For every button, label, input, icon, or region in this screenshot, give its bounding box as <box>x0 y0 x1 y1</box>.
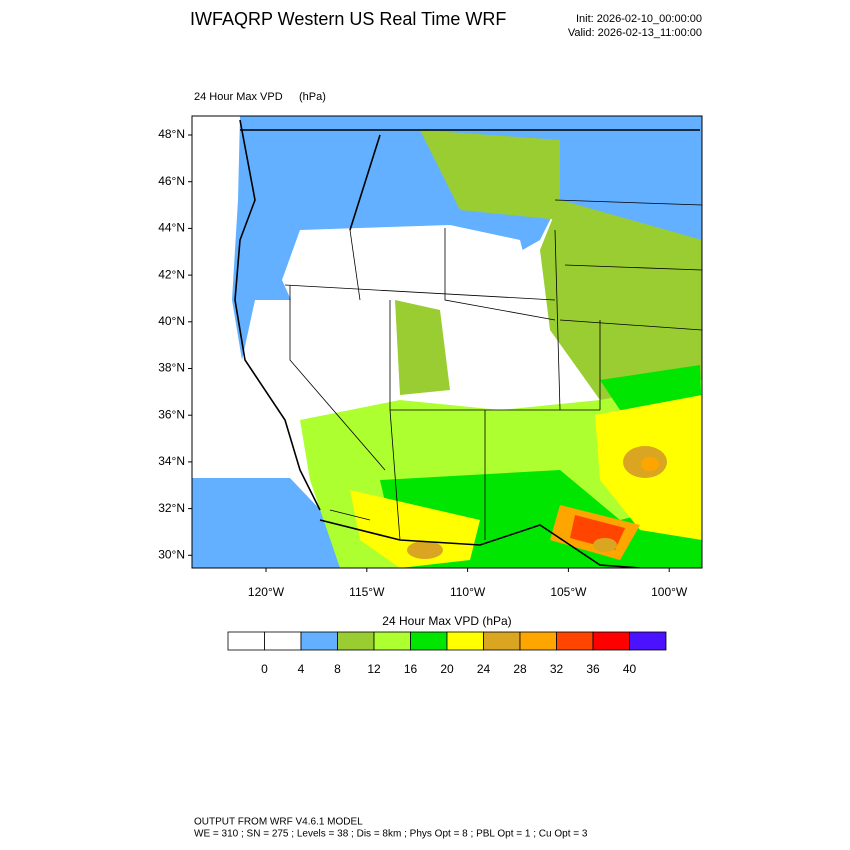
lat-label: 40°N <box>158 314 185 328</box>
footer-line: WE = 310 ; SN = 275 ; Levels = 38 ; Dis … <box>194 829 588 840</box>
colorbar-box <box>227 631 265 651</box>
map-field <box>192 116 702 568</box>
colorbar-box <box>556 631 594 651</box>
lat-label: 38°N <box>158 361 185 375</box>
lat-label: 48°N <box>158 127 185 141</box>
colorbar-tick-label: 16 <box>404 662 418 676</box>
colorbar-box <box>264 631 302 651</box>
lat-axis: 48°N 46°N 44°N 42°N 40°N 38°N 36°N 34°N 32°N 30°N <box>158 127 192 561</box>
colorbar-box <box>373 631 411 651</box>
lon-label: 110°W <box>450 585 486 599</box>
lat-label: 46°N <box>158 174 185 188</box>
title: IWFAQRP Western US Real Time WRF <box>190 9 506 29</box>
lat-label: 42°N <box>158 267 185 281</box>
field-name: 24 Hour Max VPD <box>194 91 283 103</box>
colorbar-tick-label: 28 <box>513 662 527 676</box>
lon-axis: 120°W 115°W 110°W 105°W 100°W <box>248 568 688 599</box>
colorbar-box <box>300 631 338 651</box>
map-frame <box>191 115 703 569</box>
colorbar-box <box>629 631 667 651</box>
colorbar-box <box>592 631 630 651</box>
colorbar-tick-label: 4 <box>298 662 305 676</box>
colorbar-tick-label: 20 <box>440 662 454 676</box>
lon-label: 115°W <box>349 585 385 599</box>
colorbar-box <box>337 631 375 651</box>
colorbar-tick-label: 36 <box>586 662 600 676</box>
lat-label: 36°N <box>158 407 185 421</box>
colorbar-box <box>483 631 521 651</box>
colorbar-title: 24 Hour Max VPD (hPa) <box>382 614 511 628</box>
colorbar: 0 4 8 12 16 20 24 28 32 36 40 <box>227 631 667 676</box>
colorbar-tick-label: 40 <box>623 662 637 676</box>
lat-label: 30°N <box>158 547 185 561</box>
lon-label: 120°W <box>248 585 285 599</box>
lat-label: 44°N <box>158 221 185 235</box>
init-time: Init: 2026-02-10_00:00:00 <box>576 13 702 25</box>
colorbar-box <box>446 631 484 651</box>
colorbar-tick-label: 0 <box>261 662 268 676</box>
lat-label: 34°N <box>158 454 185 468</box>
colorbar-box <box>519 631 557 651</box>
footer-line: OUTPUT FROM WRF V4.6.1 MODEL <box>194 817 363 828</box>
colorbar-tick-label: 12 <box>367 662 381 676</box>
field-units: (hPa) <box>299 91 326 103</box>
lat-label: 32°N <box>158 501 185 515</box>
colorbar-box <box>410 631 448 651</box>
colorbar-tick-label: 8 <box>334 662 341 676</box>
valid-time: Valid: 2026-02-13_11:00:00 <box>568 27 702 39</box>
lon-label: 105°W <box>550 585 587 599</box>
colorbar-tick-label: 32 <box>550 662 564 676</box>
colorbar-tick-label: 24 <box>477 662 491 676</box>
lon-label: 100°W <box>651 585 688 599</box>
